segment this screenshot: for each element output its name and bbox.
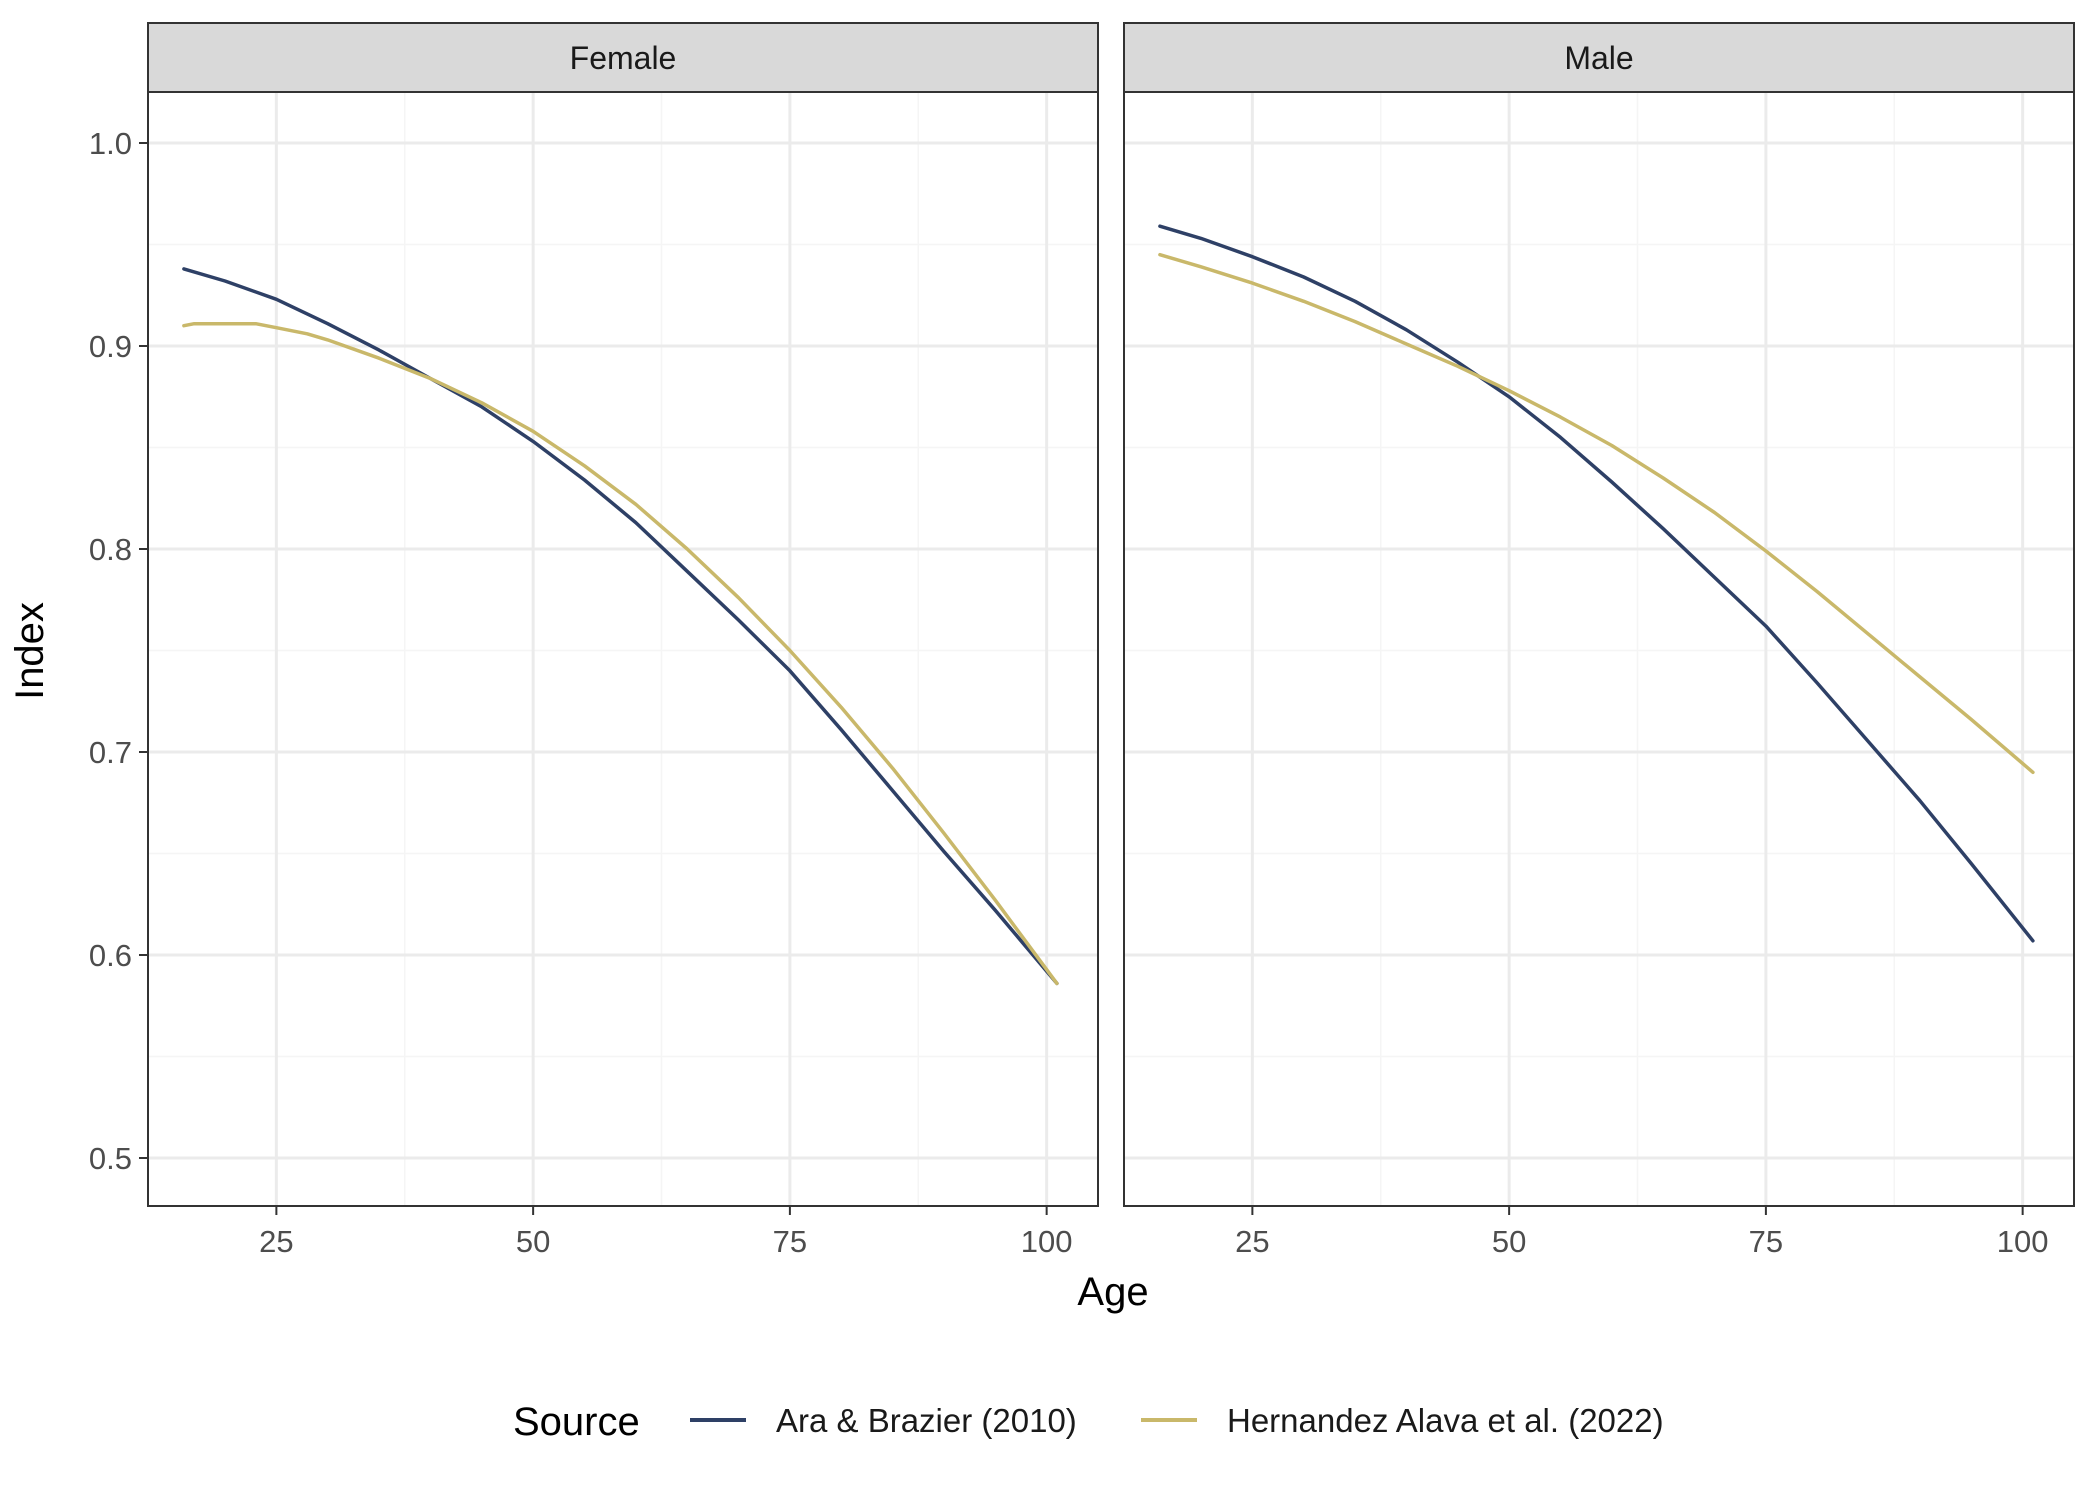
y-tick-label: 0.7 [89,735,132,770]
legend-title: Source [513,1400,640,1444]
panel-background [1124,92,2074,1206]
y-axis-title: Index [8,602,52,700]
y-tick-label: 0.5 [89,1141,132,1176]
x-axis-title: Age [1077,1270,1148,1314]
y-tick-label: 1.0 [89,126,132,161]
x-tick-label: 75 [773,1224,807,1259]
y-tick-label: 0.6 [89,938,132,973]
legend: Source Ara & Brazier (2010) Hernandez Ala… [513,1400,1664,1444]
series-line [182,267,1059,986]
x-tick-label: 100 [1997,1224,2049,1259]
series-line [1158,252,2035,775]
legend-items: Ara & Brazier (2010) Hernandez Alava et a… [690,1402,1664,1439]
facet-strip [1123,22,2075,93]
panel-male: Male 25 50 75 100 [1123,22,2075,1259]
x-tick-label: 100 [1021,1224,1073,1259]
x-tick-label: 50 [516,1224,550,1259]
chart-panels: Female 25 50 75 100 0.5 0.6 0.7 0.8 0.9 1.0 Male 25 5… [89,22,2075,1259]
x-tick-label: 25 [1235,1224,1269,1259]
x-tick-label: 25 [259,1224,293,1259]
y-tick-label: 0.8 [89,532,132,567]
facet-label: Male [1564,40,1633,76]
series-line [1158,224,2035,943]
panel-border [1123,91,2075,1207]
series-line [182,321,1059,986]
panel-female: Female 25 50 75 100 0.5 0.6 0.7 0.8 0.9 1.0 [89,22,1099,1259]
facet-label: Female [570,40,677,76]
facet-strip [147,22,1099,93]
legend-label: Hernandez Alava et al. (2022) [1227,1402,1664,1439]
x-tick-label: 75 [1749,1224,1783,1259]
panel-border [147,91,1099,1207]
y-tick-label: 0.9 [89,329,132,364]
x-tick-label: 50 [1492,1224,1526,1259]
legend-label: Ara & Brazier (2010) [776,1402,1077,1439]
panel-background [148,92,1098,1206]
